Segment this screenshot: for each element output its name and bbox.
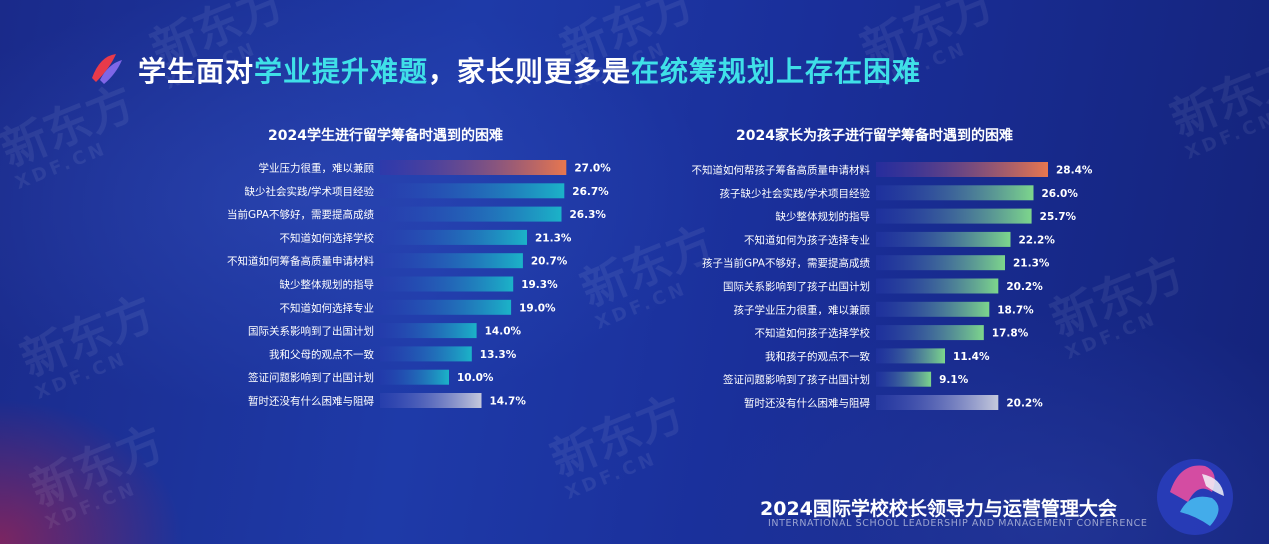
parent-chart-title: 2024家长为孩子进行留学筹备时遇到的困难	[736, 128, 1013, 144]
bar-4	[876, 231, 1011, 247]
value-label: 21.3%	[535, 232, 572, 244]
value-label: 14.0%	[485, 326, 522, 338]
category-label: 签证问题影响到了孩子出国计划	[723, 373, 870, 386]
value-label: 26.3%	[570, 209, 607, 221]
category-label: 不知道如何筹备高质量申请材料	[227, 255, 374, 268]
category-label: 缺少整体规划的指导	[280, 278, 375, 291]
bar-6	[876, 278, 999, 294]
category-label: 不知道如何帮孩子筹备高质量申请材料	[692, 164, 871, 177]
student-chart-title: 2024学生进行留学筹备时遇到的困难	[268, 128, 503, 144]
bar-6	[380, 276, 514, 292]
value-label: 18.7%	[997, 304, 1034, 316]
bar-7	[876, 301, 990, 317]
value-label: 22.2%	[1018, 234, 1055, 246]
value-label: 27.0%	[574, 163, 611, 175]
category-label: 缺少社会实践/学术项目经验	[244, 185, 374, 198]
value-label: 13.3%	[480, 349, 517, 361]
category-label: 当前GPA不够好，需要提高成绩	[227, 208, 374, 221]
value-label: 11.4%	[953, 351, 990, 363]
category-label: 孩子学业压力很重，难以兼顾	[734, 303, 871, 316]
category-label: 孩子缺少社会实践/学术项目经验	[719, 187, 870, 200]
value-label: 14.7%	[489, 396, 526, 408]
watermark-logo: 新东方 XDF.CN	[1163, 45, 1269, 164]
conference-title: 2024国际学校校长领导力与运营管理大会	[760, 498, 1117, 520]
value-label: 9.1%	[939, 374, 969, 386]
value-label: 26.0%	[1041, 188, 1078, 200]
student-difficulty-bar-chart: 学业压力很重，难以兼顾 27.0% 缺少社会实践/学术项目经验 26.7% 当前GPA不…	[227, 160, 611, 408]
category-label: 暂时还没有什么困难与阻碍	[248, 395, 374, 408]
bar-2	[876, 185, 1034, 201]
conference-subtitle: INTERNATIONAL SCHOOL LEADERSHIP AND MANA…	[768, 518, 1148, 529]
value-label: 25.7%	[1040, 211, 1077, 223]
value-label: 20.7%	[531, 256, 568, 268]
bar-5	[876, 255, 1005, 271]
bar-2	[380, 183, 565, 199]
bar-3	[380, 206, 562, 222]
value-label: 10.0%	[457, 372, 494, 384]
category-label: 缺少整体规划的指导	[776, 210, 871, 223]
category-label: 国际关系影响到了出国计划	[248, 325, 374, 338]
brand-swoosh-icon	[92, 54, 122, 84]
category-label: 学业压力很重，难以兼顾	[259, 162, 375, 175]
bar-8	[380, 323, 477, 339]
bar-10	[380, 369, 449, 385]
bar-9	[876, 348, 945, 364]
category-label: 我和父母的观点不一致	[269, 348, 374, 361]
value-label: 20.2%	[1006, 281, 1043, 293]
watermark-logo: 新东方 XDF.CN	[23, 415, 172, 534]
bar-3	[876, 208, 1032, 224]
category-label: 不知道如何为孩子选择专业	[744, 233, 870, 246]
category-label: 我和孩子的观点不一致	[765, 350, 870, 363]
bar-1	[876, 162, 1048, 177]
bar-4	[380, 229, 527, 245]
category-label: 签证问题影响到了出国计划	[248, 371, 374, 384]
category-label: 孩子当前GPA不够好，需要提高成绩	[702, 257, 870, 270]
category-label: 暂时还没有什么困难与阻碍	[744, 397, 870, 410]
bar-11	[876, 395, 999, 410]
category-label: 国际关系影响到了孩子出国计划	[723, 280, 870, 293]
bar-11	[380, 393, 482, 408]
watermark-logo: 新东方 XDF.CN	[13, 285, 162, 404]
parent-difficulty-bar-chart: 不知道如何帮孩子筹备高质量申请材料 28.4% 孩子缺少社会实践/学术项目经验 26.…	[692, 162, 1093, 410]
value-label: 26.7%	[572, 186, 609, 198]
category-label: 不知道如何选择专业	[280, 301, 375, 314]
value-label: 17.8%	[992, 328, 1029, 340]
conference-logo-icon	[1157, 459, 1233, 535]
bar-7	[380, 299, 512, 315]
bar-9	[380, 346, 472, 362]
bar-1	[380, 160, 567, 175]
category-label: 不知道如何选择学校	[280, 231, 375, 244]
value-label: 19.0%	[519, 302, 556, 314]
category-label: 不知道如何孩子选择学校	[755, 327, 871, 340]
value-label: 19.3%	[521, 279, 558, 291]
bar-8	[876, 325, 984, 341]
value-label: 28.4%	[1056, 165, 1093, 177]
bar-10	[876, 371, 932, 387]
bar-5	[380, 253, 523, 269]
page-headline: 学生面对学业提升难题，家长则更多是在统筹规划上存在困难	[138, 55, 922, 88]
value-label: 21.3%	[1013, 258, 1050, 270]
value-label: 20.2%	[1006, 398, 1043, 410]
